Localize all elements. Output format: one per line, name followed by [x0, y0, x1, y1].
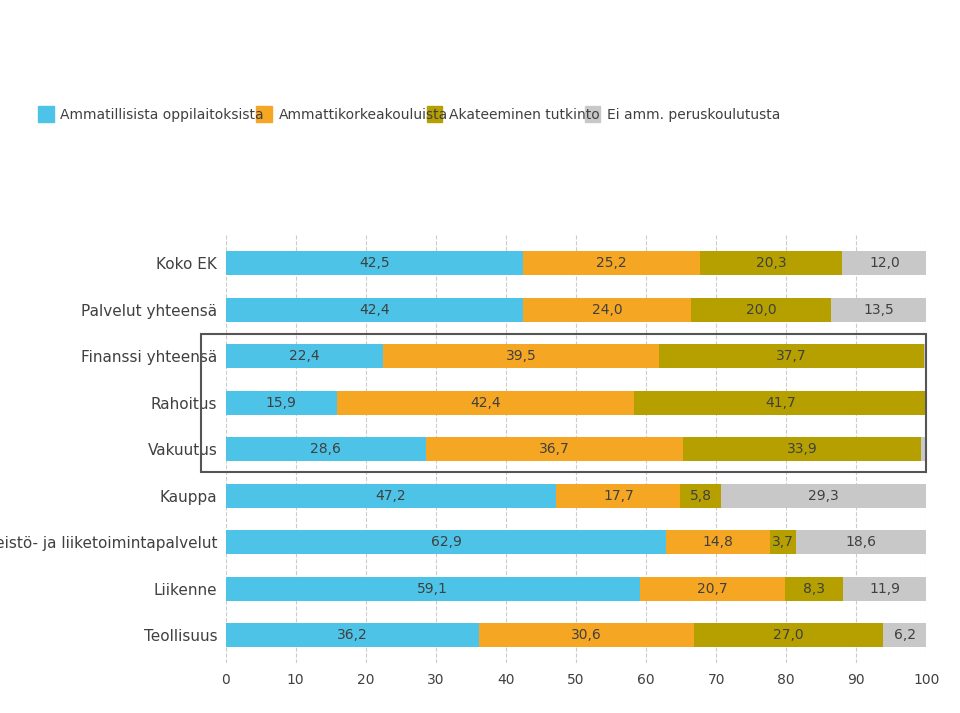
Text: 42,4: 42,4: [470, 396, 501, 410]
Bar: [201, 334, 926, 471]
Text: 28,6: 28,6: [310, 442, 341, 456]
Text: 59,1: 59,1: [418, 582, 448, 595]
Bar: [226, 483, 557, 508]
Bar: [691, 297, 831, 322]
Bar: [842, 251, 926, 275]
Bar: [226, 391, 337, 415]
Text: 27,0: 27,0: [773, 628, 804, 642]
Text: Akateeminen tutkinto: Akateeminen tutkinto: [448, 108, 599, 122]
Bar: [383, 344, 660, 369]
Bar: [256, 106, 272, 123]
Bar: [523, 297, 691, 322]
Text: Ammatillisista oppilaitoksista: Ammatillisista oppilaitoksista: [60, 108, 264, 122]
Text: 62,9: 62,9: [431, 535, 462, 549]
Bar: [831, 297, 925, 322]
Bar: [770, 530, 796, 554]
Bar: [426, 106, 442, 123]
Bar: [639, 577, 785, 601]
Bar: [681, 483, 721, 508]
Bar: [666, 530, 770, 554]
Text: 20,0: 20,0: [746, 303, 777, 317]
Bar: [226, 530, 666, 554]
Text: 47,2: 47,2: [375, 488, 406, 503]
Bar: [426, 437, 684, 461]
Text: 13,5: 13,5: [863, 303, 894, 317]
Bar: [721, 483, 926, 508]
Bar: [226, 297, 523, 322]
Text: 15,9: 15,9: [266, 396, 297, 410]
Text: 39,5: 39,5: [506, 349, 537, 363]
Bar: [924, 344, 926, 369]
Bar: [694, 623, 883, 647]
Text: 42,5: 42,5: [359, 256, 390, 270]
Text: 41,7: 41,7: [765, 396, 796, 410]
Text: 12,0: 12,0: [869, 256, 900, 270]
Bar: [700, 251, 842, 275]
Bar: [226, 577, 639, 601]
Text: 20,7: 20,7: [697, 582, 728, 595]
Text: 42,4: 42,4: [359, 303, 390, 317]
Text: 20,3: 20,3: [756, 256, 786, 270]
Text: 36,2: 36,2: [337, 628, 368, 642]
Bar: [843, 577, 926, 601]
Bar: [523, 251, 700, 275]
Text: Ei amm. peruskoulutusta: Ei amm. peruskoulutusta: [607, 108, 780, 122]
Text: 18,6: 18,6: [846, 535, 876, 549]
Text: 17,7: 17,7: [603, 488, 634, 503]
Bar: [921, 437, 925, 461]
Text: 6,2: 6,2: [894, 628, 916, 642]
Text: 36,7: 36,7: [540, 442, 570, 456]
Text: 37,7: 37,7: [777, 349, 806, 363]
Bar: [785, 577, 843, 601]
Bar: [226, 251, 523, 275]
Bar: [684, 437, 921, 461]
Text: Ammattikorkeakouluista: Ammattikorkeakouluista: [278, 108, 447, 122]
Text: 29,3: 29,3: [808, 488, 839, 503]
Bar: [38, 106, 54, 123]
Bar: [226, 344, 383, 369]
Text: 30,6: 30,6: [571, 628, 602, 642]
Text: 11,9: 11,9: [869, 582, 900, 595]
Bar: [337, 391, 635, 415]
Text: 33,9: 33,9: [786, 442, 817, 456]
Bar: [660, 344, 924, 369]
Text: 25,2: 25,2: [596, 256, 627, 270]
Bar: [479, 623, 694, 647]
Bar: [635, 391, 926, 415]
Bar: [557, 483, 681, 508]
Text: 14,8: 14,8: [703, 535, 733, 549]
Bar: [226, 623, 479, 647]
Text: 24,0: 24,0: [591, 303, 622, 317]
Text: 3,7: 3,7: [772, 535, 794, 549]
Text: 22,4: 22,4: [289, 349, 320, 363]
Bar: [883, 623, 926, 647]
Bar: [585, 106, 600, 123]
Text: 8,3: 8,3: [803, 582, 825, 595]
Text: Rekrytointitarve koulutusasteen mukaan vuonna 2010, %: Rekrytointitarve koulutusasteen mukaan v…: [21, 23, 901, 52]
Bar: [226, 437, 426, 461]
Bar: [796, 530, 926, 554]
Text: 5,8: 5,8: [689, 488, 711, 503]
